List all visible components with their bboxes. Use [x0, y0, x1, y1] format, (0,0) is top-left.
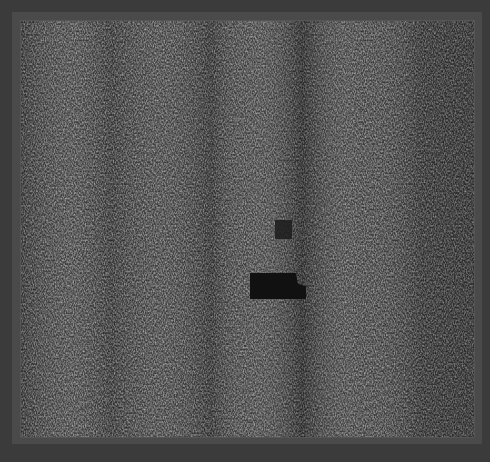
image-view — [0, 0, 495, 462]
image-stripes — [20, 20, 475, 438]
screenshot — [0, 0, 495, 462]
small-dark-patch — [275, 220, 292, 239]
